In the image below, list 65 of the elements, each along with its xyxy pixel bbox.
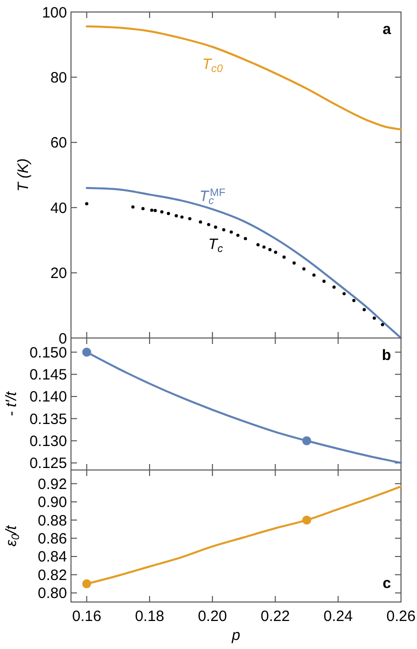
point — [150, 208, 154, 212]
y-tick-label: 0.125 — [29, 455, 67, 472]
point — [256, 243, 260, 246]
x-tick-label: 0.24 — [324, 608, 353, 625]
y-tick-label: 0.135 — [29, 410, 67, 428]
point — [282, 256, 286, 259]
x-tick-label: 0.20 — [198, 608, 228, 625]
y-tick-label: 0.140 — [29, 388, 67, 406]
point — [154, 208, 157, 212]
point — [141, 206, 145, 210]
point — [244, 236, 248, 240]
line-series — [86, 187, 402, 339]
point — [362, 308, 366, 312]
annotation: a — [382, 21, 392, 38]
y-tick-label: 0.90 — [38, 494, 67, 512]
y-tick-label: 0.92 — [38, 476, 67, 493]
y-tick-label: 60 — [50, 134, 67, 152]
point — [372, 316, 376, 320]
x-tick-label: 0.22 — [260, 608, 290, 625]
point — [292, 261, 296, 265]
y-tick-label: 0.84 — [38, 548, 67, 566]
point — [160, 210, 164, 214]
point — [268, 248, 272, 252]
x-tick-label: 0.16 — [72, 608, 102, 625]
point — [166, 212, 170, 216]
point — [380, 323, 384, 326]
point — [85, 202, 88, 206]
point — [262, 245, 266, 249]
point — [180, 215, 184, 219]
point — [131, 205, 135, 209]
point — [198, 220, 202, 224]
y-tick-label: 0.86 — [38, 530, 67, 548]
point — [214, 226, 218, 229]
y-tick-label: 40 — [50, 200, 67, 217]
point — [312, 273, 316, 277]
y-tick-label: 0.130 — [29, 433, 67, 450]
point — [188, 217, 192, 220]
line-series — [86, 25, 402, 130]
y-axis-title: T (K) — [15, 158, 32, 192]
annotation: b — [382, 347, 391, 364]
point — [174, 214, 178, 218]
x-axis-title: p — [230, 627, 240, 644]
point — [352, 298, 356, 302]
point — [342, 292, 346, 296]
y-axis-title: - t′/t — [3, 390, 20, 416]
series-label: T$_{c0}$ — [202, 56, 223, 76]
point — [236, 234, 240, 237]
point — [207, 222, 210, 226]
point — [222, 228, 226, 232]
y-tick-label: 0.145 — [29, 366, 67, 384]
y-tick-label: 0.80 — [38, 585, 67, 602]
y-tick-label: 0.82 — [38, 566, 67, 584]
y-tick-label: 80 — [50, 69, 67, 86]
point — [230, 230, 233, 234]
y-tick-label: 20 — [50, 265, 67, 282]
x-tick-label: 0.26 — [386, 608, 416, 625]
annotation: c — [382, 575, 391, 592]
y-tick-label: 100 — [42, 4, 67, 22]
point — [332, 286, 336, 289]
y-tick-label: 0.88 — [38, 512, 67, 530]
point — [302, 267, 306, 270]
x-tick-label: 0.18 — [134, 608, 164, 625]
point — [274, 250, 278, 254]
point — [322, 280, 326, 283]
series-label: T$_{c}$ — [208, 236, 224, 256]
